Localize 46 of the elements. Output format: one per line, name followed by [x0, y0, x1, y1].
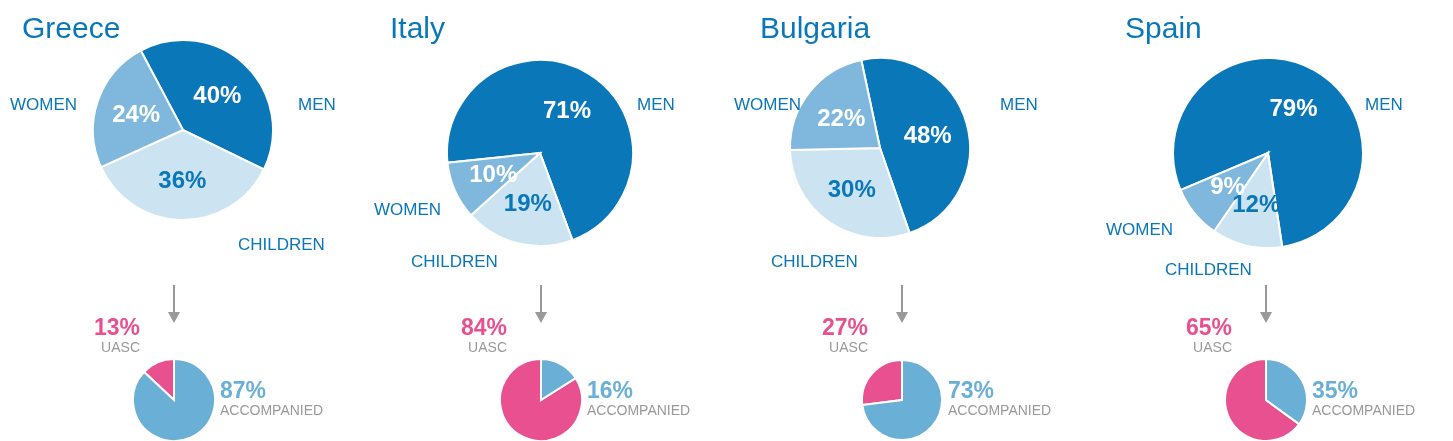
- slice-label: MEN: [298, 95, 336, 114]
- pie-slice: [499, 358, 583, 441]
- data-label: 36%: [158, 165, 207, 193]
- slice-label: MEN: [637, 95, 675, 114]
- slice-label: UASC: [468, 339, 507, 355]
- slice-label: ACCOMPANIED: [948, 402, 1052, 418]
- slice-label: ACCOMPANIED: [1312, 402, 1416, 418]
- data-label: 65%: [1185, 314, 1232, 340]
- chart-title: Italy: [390, 11, 446, 44]
- data-label: 35%: [1312, 377, 1359, 403]
- slice-label: MEN: [1365, 95, 1403, 114]
- slice-label: UASC: [829, 339, 868, 355]
- slice-label: UASC: [1193, 339, 1232, 355]
- data-label: 16%: [587, 377, 634, 403]
- data-label: 71%: [542, 95, 591, 123]
- data-label: 87%: [220, 377, 267, 403]
- data-label: 40%: [193, 80, 242, 108]
- chart-title: Spain: [1125, 11, 1202, 44]
- slice-label: ACCOMPANIED: [587, 402, 691, 418]
- slice-label: CHILDREN: [771, 252, 858, 271]
- data-label: 10%: [469, 160, 518, 188]
- slice-label: CHILDREN: [238, 235, 325, 254]
- data-label: 48%: [903, 121, 952, 149]
- data-label: 79%: [1269, 93, 1318, 121]
- pie-slice: [861, 359, 943, 441]
- slice-label: WOMEN: [374, 200, 442, 219]
- pie-slice: [1172, 57, 1364, 248]
- data-label: 73%: [948, 377, 995, 403]
- slice-label: WOMEN: [10, 95, 78, 114]
- slice-label: CHILDREN: [1165, 260, 1252, 279]
- slice-label: WOMEN: [1106, 220, 1174, 239]
- data-label: 84%: [460, 314, 507, 340]
- data-label: 27%: [821, 314, 868, 340]
- data-label: 24%: [112, 100, 161, 128]
- slice-label: WOMEN: [734, 95, 802, 114]
- slice-label: UASC: [101, 339, 140, 355]
- data-label: 22%: [817, 103, 866, 131]
- slice-label: MEN: [1000, 95, 1038, 114]
- chart-title: Greece: [22, 11, 121, 44]
- data-label: 13%: [93, 314, 140, 340]
- slice-label: ACCOMPANIED: [220, 402, 324, 418]
- chart-title: Bulgaria: [760, 11, 871, 44]
- slice-label: CHILDREN: [411, 252, 498, 271]
- pie-slice: [132, 358, 216, 441]
- data-label: 19%: [503, 189, 552, 217]
- data-label: 30%: [827, 175, 876, 203]
